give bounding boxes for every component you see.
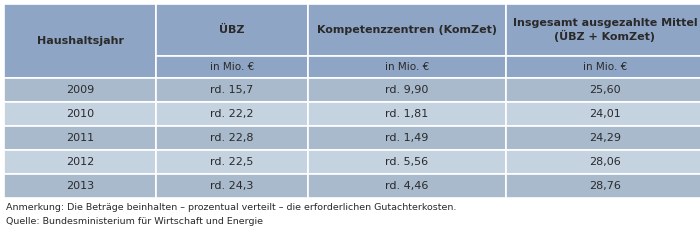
Bar — [506, 174, 700, 198]
Bar — [156, 102, 308, 126]
Text: 28,06: 28,06 — [589, 157, 621, 167]
Bar — [506, 126, 700, 150]
Bar — [506, 78, 700, 102]
Text: rd. 1,49: rd. 1,49 — [385, 133, 428, 143]
Bar — [506, 150, 700, 174]
Bar — [4, 174, 156, 198]
Bar — [156, 174, 308, 198]
Text: rd. 9,90: rd. 9,90 — [385, 85, 428, 95]
Text: 2009: 2009 — [66, 85, 94, 95]
Text: rd. 4,46: rd. 4,46 — [385, 181, 428, 191]
Text: ÜBZ: ÜBZ — [219, 25, 245, 35]
Bar — [308, 102, 506, 126]
Text: in Mio. €: in Mio. € — [583, 62, 627, 72]
Bar — [156, 150, 308, 174]
Bar — [4, 78, 156, 102]
Bar — [308, 78, 506, 102]
Bar — [156, 56, 308, 78]
Bar — [156, 78, 308, 102]
Text: 24,01: 24,01 — [589, 109, 621, 119]
Bar — [4, 102, 156, 126]
Text: in Mio. €: in Mio. € — [210, 62, 254, 72]
Text: in Mio. €: in Mio. € — [385, 62, 429, 72]
Bar — [308, 56, 506, 78]
Bar — [308, 174, 506, 198]
Text: 25,60: 25,60 — [589, 85, 621, 95]
Bar — [308, 126, 506, 150]
Text: 2013: 2013 — [66, 181, 94, 191]
Bar — [308, 150, 506, 174]
Text: rd. 5,56: rd. 5,56 — [386, 157, 428, 167]
Bar — [308, 4, 506, 56]
Text: Haushaltsjahr: Haushaltsjahr — [36, 36, 123, 46]
Text: Anmerkung: Die Beträge beinhalten – prozentual verteilt – die erforderlichen Gut: Anmerkung: Die Beträge beinhalten – proz… — [6, 203, 456, 212]
Text: rd. 22,2: rd. 22,2 — [210, 109, 253, 119]
Text: Kompetenzzentren (KomZet): Kompetenzzentren (KomZet) — [317, 25, 497, 35]
Text: rd. 24,3: rd. 24,3 — [210, 181, 253, 191]
Text: 2010: 2010 — [66, 109, 94, 119]
Bar — [506, 56, 700, 78]
Text: Insgesamt ausgezahlte Mittel
(ÜBZ + KomZet): Insgesamt ausgezahlte Mittel (ÜBZ + KomZ… — [512, 18, 697, 42]
Bar — [4, 126, 156, 150]
Text: 2011: 2011 — [66, 133, 94, 143]
Text: rd. 22,5: rd. 22,5 — [210, 157, 253, 167]
Bar — [4, 150, 156, 174]
Bar — [4, 4, 156, 78]
Bar — [156, 4, 308, 56]
Bar — [156, 126, 308, 150]
Text: rd. 15,7: rd. 15,7 — [211, 85, 253, 95]
Text: 28,76: 28,76 — [589, 181, 621, 191]
Text: Quelle: Bundesministerium für Wirtschaft und Energie: Quelle: Bundesministerium für Wirtschaft… — [6, 217, 263, 226]
Text: rd. 22,8: rd. 22,8 — [210, 133, 253, 143]
Bar — [506, 4, 700, 56]
Text: rd. 1,81: rd. 1,81 — [386, 109, 428, 119]
Text: 2012: 2012 — [66, 157, 94, 167]
Bar — [506, 102, 700, 126]
Text: 24,29: 24,29 — [589, 133, 621, 143]
